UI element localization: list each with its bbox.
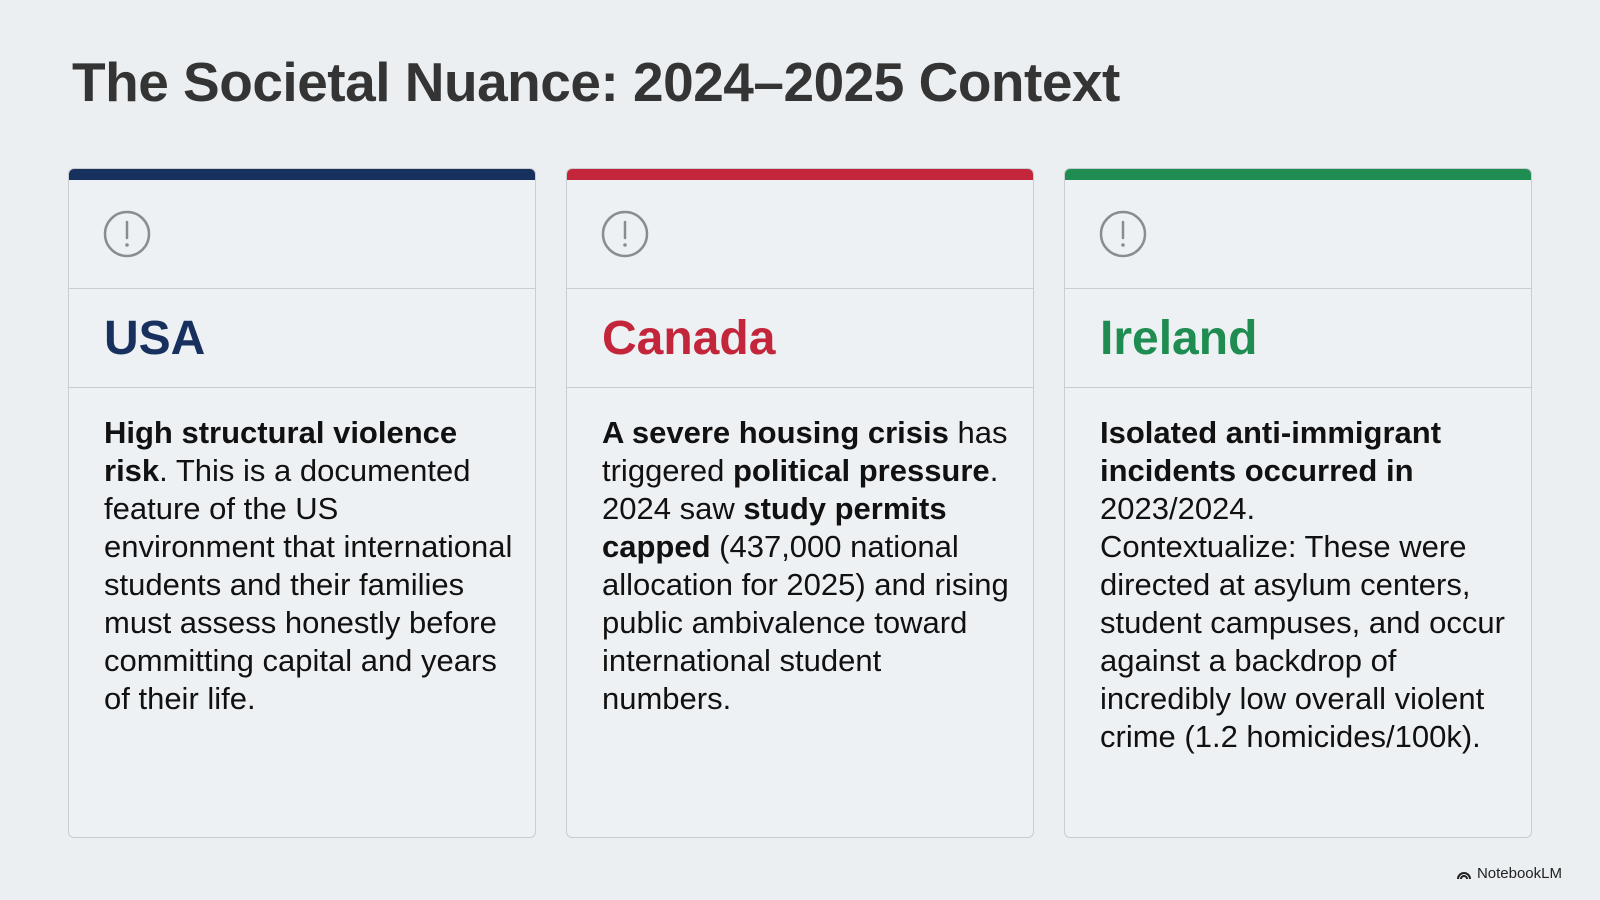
paragraph: High structural violence risk. This is a…	[104, 414, 515, 718]
brand-icon	[1456, 871, 1471, 879]
card: Canada A severe housing crisis has trigge…	[566, 168, 1034, 838]
text: 2023/2024.	[1100, 491, 1256, 526]
card-accent-bar	[69, 169, 535, 180]
card-row: USA High structural violence risk. This i…	[68, 168, 1532, 838]
icon-row	[567, 180, 1033, 289]
brand: NotebookLM	[1476, 865, 1562, 882]
icon-row	[1065, 180, 1531, 289]
alert-icon	[103, 210, 151, 258]
bold-text: study permits capped	[602, 491, 947, 564]
text: Contextualize: These were directed at as…	[1100, 529, 1505, 754]
alert-icon	[1099, 210, 1147, 258]
slide-title: The Societal Nuance: 2024–2025 Context	[72, 51, 1120, 113]
icon-dot	[1121, 243, 1125, 247]
bold-text: High structural violence risk	[104, 415, 458, 488]
footer: NotebookLM	[1456, 865, 1562, 882]
card-accent-bar	[567, 169, 1033, 180]
icon-circle	[103, 210, 151, 258]
icon-row	[69, 180, 535, 289]
bold-text: political pressure	[732, 453, 990, 488]
icon-circle	[1099, 210, 1147, 258]
text: . This is a documented feature of the US…	[104, 453, 513, 716]
bold-text: Isolated anti-immigrant incidents occurr…	[1100, 415, 1442, 488]
icon-dot	[125, 243, 129, 247]
text: (437,000 national allocation for 2025) a…	[602, 529, 1009, 716]
card-body: High structural violence risk. This is a…	[69, 388, 535, 718]
card-accent-bar	[1065, 169, 1531, 180]
card-body: A severe housing crisis has triggered po…	[567, 388, 1033, 718]
country-name: Ireland	[1065, 289, 1531, 388]
paragraph: Isolated anti-immigrant incidents occurr…	[1100, 414, 1511, 528]
card: Ireland Isolated anti-immigrant incidents…	[1064, 168, 1532, 838]
card-body: Isolated anti-immigrant incidents occurr…	[1065, 388, 1531, 756]
paragraph: Contextualize: These were directed at as…	[1100, 528, 1511, 756]
text: has triggered	[602, 415, 1008, 488]
icon-circle	[601, 210, 649, 258]
text: . 2024 saw	[602, 453, 999, 526]
alert-icon	[601, 210, 649, 258]
card: USA High structural violence risk. This i…	[68, 168, 536, 838]
paragraph: A severe housing crisis has triggered po…	[602, 414, 1013, 718]
icon-dot	[623, 243, 627, 247]
country-name: USA	[69, 289, 535, 388]
country-name: Canada	[567, 289, 1033, 388]
bold-text: A severe housing crisis	[602, 415, 949, 450]
